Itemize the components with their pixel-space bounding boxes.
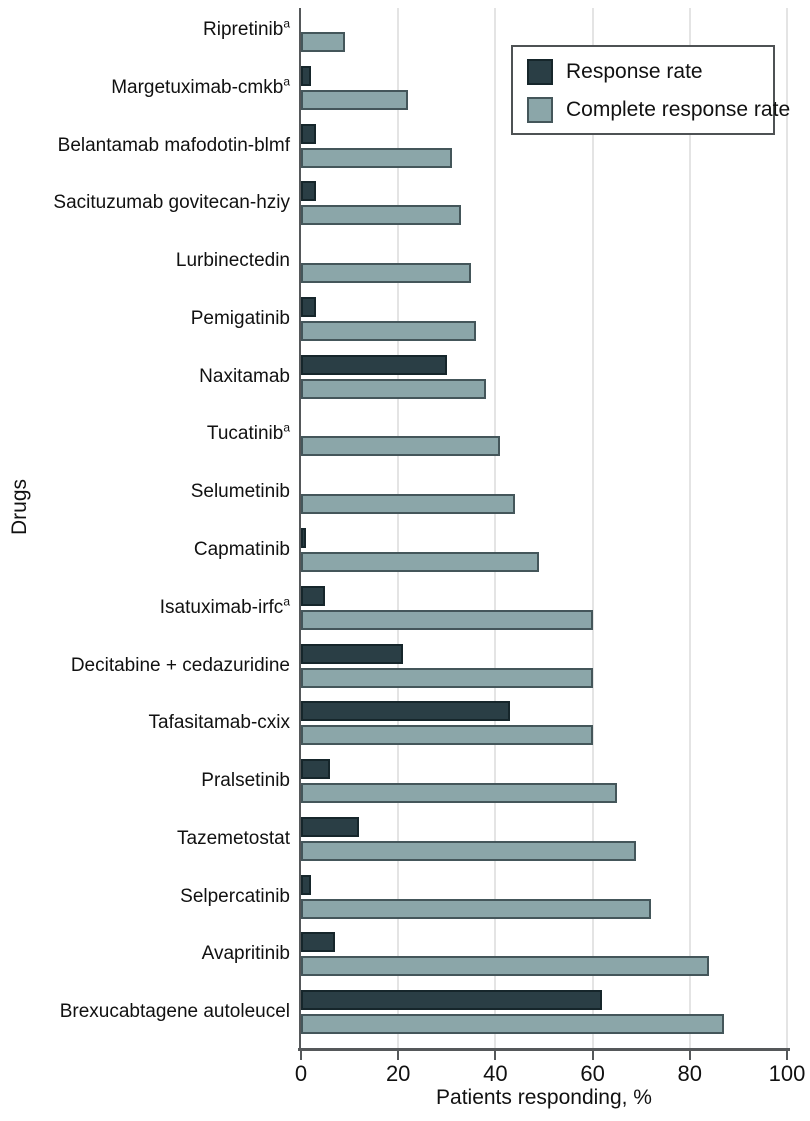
y-axis-line	[299, 8, 301, 1048]
footnote-marker: a	[283, 16, 290, 31]
drug-label: Selpercatinib	[180, 885, 290, 907]
bar-response-rate	[301, 585, 325, 606]
footnote-marker: a	[283, 74, 290, 89]
drug-label: Lurbinectedin	[175, 250, 290, 272]
x-axis-line	[298, 1048, 790, 1051]
x-tick-label-60: 60	[580, 1061, 605, 1086]
drug-label: Capmatinib	[193, 539, 290, 560]
x-tick-label-0: 0	[294, 1061, 308, 1086]
response-rate-swatch	[527, 59, 553, 85]
bar-response-rate	[301, 181, 316, 202]
drug-label: Margetuximab-cmkba	[111, 74, 290, 98]
bar-response-rate	[301, 65, 311, 86]
legend-label: Complete response rate	[566, 98, 791, 121]
drug-label: Isatuximab-irfca	[159, 594, 290, 618]
drug-label: Brexucabtagene autoleucel	[59, 1001, 290, 1023]
bar-response-rate	[301, 296, 316, 317]
bar-response-rate	[301, 643, 403, 664]
gridline-80	[688, 8, 691, 1048]
bar-complete-response-rate	[301, 840, 636, 861]
drug-label: Avapritinib	[201, 943, 290, 965]
bar-complete-response-rate	[301, 263, 471, 284]
bar-response-rate	[301, 874, 311, 895]
bar-response-rate	[301, 123, 316, 144]
bar-response-rate	[301, 816, 359, 837]
bar-complete-response-rate	[301, 32, 345, 52]
drug-label: Pralsetinib	[201, 770, 290, 792]
bar-complete-response-rate	[301, 494, 515, 515]
bar-complete-response-rate	[301, 1014, 724, 1035]
bar-response-rate	[301, 528, 306, 548]
drug-label: Decitabine + cedazuridine	[70, 654, 290, 676]
gridline-60	[591, 8, 594, 1048]
bar-complete-response-rate	[301, 436, 500, 457]
bar-response-rate	[301, 701, 510, 722]
x-tick-label-40: 40	[483, 1061, 508, 1086]
footnote-marker: a	[283, 421, 290, 436]
gridline-40	[494, 8, 497, 1048]
bar-complete-response-rate	[301, 667, 593, 688]
bar-complete-response-rate	[301, 378, 486, 399]
legend: Response rate Complete response rate	[511, 45, 790, 135]
bar-response-rate	[301, 990, 602, 1011]
x-tick-label-100: 100	[768, 1061, 806, 1086]
legend-label: Response rate	[566, 60, 703, 83]
legend-item-complete-response-rate: Complete response rate	[527, 97, 790, 123]
x-tick-0	[300, 1051, 302, 1060]
legend-item-response-rate: Response rate	[527, 59, 703, 85]
bar-complete-response-rate	[301, 609, 593, 630]
bar-complete-response-rate	[301, 552, 539, 572]
bar-complete-response-rate	[301, 725, 593, 746]
bar-complete-response-rate	[301, 205, 461, 226]
drug-label: Pemigatinib	[190, 307, 290, 329]
drug-label: Tazemetostat	[177, 827, 290, 849]
drug-label: Selumetinib	[190, 481, 290, 503]
x-tick-100	[786, 1051, 788, 1060]
x-tick-40	[494, 1051, 497, 1060]
drug-label: Tafasitamab-cxix	[148, 712, 291, 734]
bar-complete-response-rate	[301, 898, 651, 919]
bar-complete-response-rate	[301, 147, 452, 168]
bar-response-rate	[301, 932, 335, 953]
drug-label: Tucatiniba	[206, 421, 290, 445]
x-tick-20	[397, 1051, 400, 1060]
bar-response-rate	[301, 759, 330, 780]
drug-label: Sacituzumab govitecan-hziy	[53, 192, 290, 214]
bar-complete-response-rate	[301, 956, 709, 977]
bar-complete-response-rate	[301, 783, 617, 804]
bar-response-rate	[301, 354, 447, 375]
footnote-marker: a	[283, 594, 290, 609]
drug-label: Belantamab mafodotin-blmf	[57, 134, 290, 156]
x-tick-80	[688, 1051, 691, 1060]
x-axis-title: Patients responding, %	[436, 1086, 652, 1109]
complete-response-rate-swatch	[527, 97, 553, 123]
x-tick-label-80: 80	[677, 1061, 703, 1086]
bar-complete-response-rate	[301, 320, 476, 341]
x-tick-label-20: 20	[385, 1061, 411, 1086]
gridline-20	[397, 8, 400, 1048]
x-tick-60	[591, 1051, 594, 1060]
gridline-100	[786, 8, 788, 1048]
drug-label: Ripretiniba	[203, 16, 290, 40]
bar-complete-response-rate	[301, 89, 408, 110]
drug-label: Naxitamab	[199, 365, 290, 387]
